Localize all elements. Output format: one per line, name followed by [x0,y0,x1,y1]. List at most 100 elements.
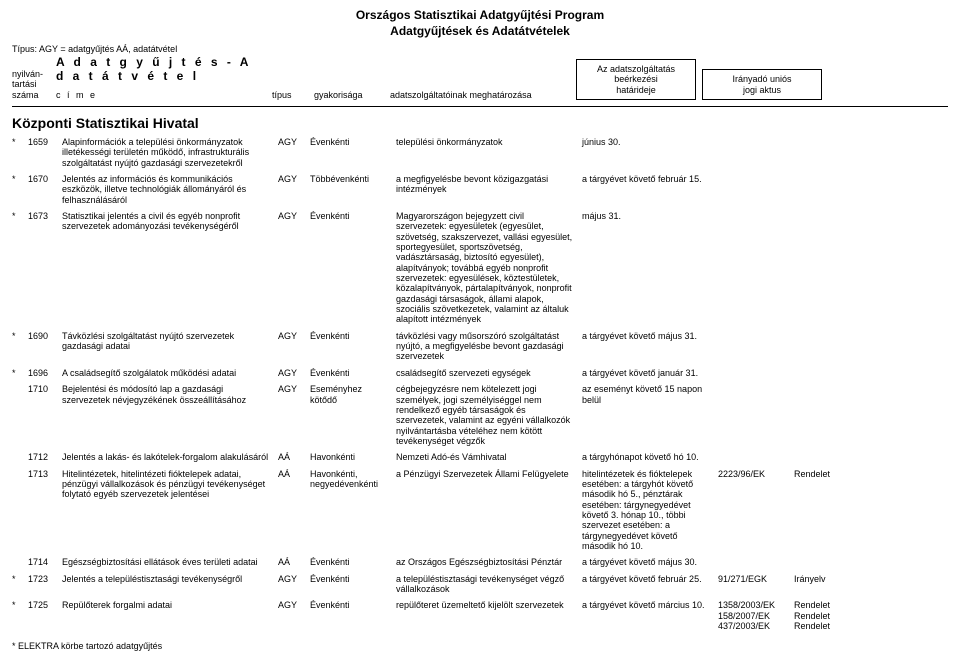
row-type: AGY [278,137,304,168]
col-title-header: c í m e [56,90,97,100]
agency-name: Központi Statisztikai Hivatal [12,115,948,131]
row-freq: Évenkénti [310,368,390,378]
row-deadline: hitelintézetek és fióktelepek esetében: … [582,469,712,552]
row-deadline: a tárgyévet követő február 15. [582,174,712,205]
row-id: 1690 [28,331,56,362]
row-title: Jelentés a lakás- és lakótelek-forgalom … [62,452,272,462]
row-eu: 1358/2003/EK 158/2007/EK 437/2003/EK [718,600,788,631]
row-freq: Évenkénti [310,211,390,325]
row-scope: távközlési vagy műsorszóró szolgáltatást… [396,331,576,362]
main-title: Országos Statisztikai Adatgyűjtési Progr… [12,8,948,22]
row-type: AÁ [278,469,304,552]
row-star: * [12,211,22,325]
row-star [12,452,22,462]
row-freq: Eseményhez kötődő [310,384,390,446]
banner: A d a t g y ű j t é s - A d a t á t v é … [56,56,266,84]
row-title: Jelentés az információs és kommunikációs… [62,174,272,205]
row-type: AGY [278,368,304,378]
row-title: Egészségbiztosítási ellátások éves terül… [62,557,272,567]
row-title: Statisztikai jelentés a civil és egyéb n… [62,211,272,325]
row-title: A családsegítő szolgálatok működési adat… [62,368,272,378]
row-star: * [12,600,22,631]
row-freq: Évenkénti [310,574,390,595]
row-eu [718,137,788,168]
row-deadline: a tárgyévet követő február 25. [582,574,712,595]
row-deadline: a tárgyhónapot követő hó 10. [582,452,712,462]
row-id: 1723 [28,574,56,595]
row-act: Rendelet [794,469,854,552]
row-type: AÁ [278,557,304,567]
row-star [12,384,22,446]
row-star: * [12,331,22,362]
row-act [794,557,854,567]
row-freq: Évenkénti [310,137,390,168]
sub-title: Adatgyűjtések és Adatátvételek [12,24,948,38]
row-type: AGY [278,600,304,631]
row-type: AGY [278,574,304,595]
row-freq: Havonkénti [310,452,390,462]
row-deadline: május 31. [582,211,712,325]
row-eu [718,211,788,325]
row-title: Repülőterek forgalmi adatai [62,600,272,631]
row-scope: Magyarországon bejegyzett civil szerveze… [396,211,576,325]
row-title: Távközlési szolgáltatást nyújtó szerveze… [62,331,272,362]
row-type: AÁ [278,452,304,462]
row-act [794,331,854,362]
col-deadline-header: Az adatszolgáltatás beérkezési határidej… [576,59,696,100]
col-type-header: típus [272,90,308,100]
col-title-area: A d a t g y ű j t é s - A d a t á t v é … [56,56,266,100]
row-deadline: az eseményt követő 15 napon belül [582,384,712,446]
row-scope: a Pénzügyi Szervezetek Állami Felügyelet… [396,469,576,552]
data-rows: *1659Alapinformációk a települési önkorm… [12,137,948,631]
row-eu [718,557,788,567]
row-freq: Havonkénti, negyedévenkénti [310,469,390,552]
row-act: Irányelv [794,574,854,595]
row-id: 1673 [28,211,56,325]
row-freq: Évenkénti [310,557,390,567]
row-eu: 2223/96/EK [718,469,788,552]
col-scope-header: adatszolgáltatóinak meghatározása [390,90,570,100]
row-id: 1725 [28,600,56,631]
row-act [794,452,854,462]
col-id-header: nyilván- tartási száma [12,69,50,100]
header-row: nyilván- tartási száma A d a t g y ű j t… [12,56,948,100]
row-eu [718,452,788,462]
row-scope: repülőteret üzemeltető kijelölt szerveze… [396,600,576,631]
row-star: * [12,574,22,595]
row-type: AGY [278,384,304,446]
row-eu [718,368,788,378]
row-id: 1659 [28,137,56,168]
row-freq: Többévenkénti [310,174,390,205]
col-freq-header: gyakorisága [314,90,384,100]
row-deadline: a tárgyévet követő május 31. [582,331,712,362]
row-eu [718,384,788,446]
row-type: AGY [278,331,304,362]
row-eu: 91/271/EGK [718,574,788,595]
row-title: Hitelintézetek, hitelintézeti fióktelepe… [62,469,272,552]
row-star: * [12,137,22,168]
row-scope: települési önkormányzatok [396,137,576,168]
row-eu [718,331,788,362]
row-id: 1712 [28,452,56,462]
row-scope: a településtisztasági tevékenységet végz… [396,574,576,595]
col-eu-header: Irányadó uniós jogi aktus [702,69,822,100]
row-scope: a megfigyelésbe bevont közigazgatási int… [396,174,576,205]
row-star [12,557,22,567]
row-scope: családsegítő szervezeti egységek [396,368,576,378]
row-id: 1710 [28,384,56,446]
row-id: 1713 [28,469,56,552]
row-freq: Évenkénti [310,331,390,362]
row-type: AGY [278,174,304,205]
row-act [794,368,854,378]
row-scope: Nemzeti Adó-és Vámhivatal [396,452,576,462]
row-act [794,384,854,446]
row-act [794,137,854,168]
row-deadline: június 30. [582,137,712,168]
separator [12,106,948,107]
row-title: Jelentés a településtisztasági tevékenys… [62,574,272,595]
row-act: Rendelet Rendelet Rendelet [794,600,854,631]
row-id: 1714 [28,557,56,567]
type-line: Típus: AGY = adatgyűjtés AÁ, adatátvétel [12,44,948,54]
row-eu [718,174,788,205]
row-deadline: a tárgyévet követő május 30. [582,557,712,567]
